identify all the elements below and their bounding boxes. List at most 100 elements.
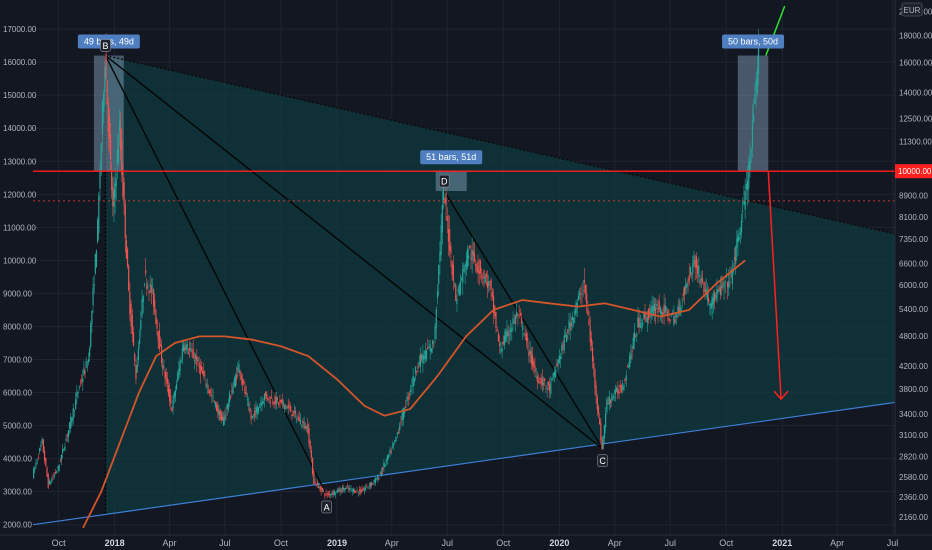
candle-body — [87, 359, 90, 363]
candle-body — [319, 487, 321, 490]
right-tick-label: 14000.00 — [899, 89, 932, 98]
candle-body — [204, 374, 206, 376]
candle-body — [181, 348, 183, 359]
point-label-d: D — [441, 177, 448, 187]
candle-body — [63, 448, 65, 450]
candle-body — [467, 255, 470, 258]
candle-body — [659, 307, 662, 314]
candle-body — [278, 402, 280, 405]
point-marker-bg — [321, 500, 332, 514]
candle-body — [695, 255, 698, 268]
candle-body — [48, 480, 51, 485]
candle-body — [257, 407, 259, 413]
candle-body — [203, 371, 205, 376]
candle-body — [207, 389, 209, 391]
candle-body — [389, 449, 391, 454]
candle-body — [356, 489, 358, 491]
candle-body — [582, 290, 584, 292]
candle-body — [198, 362, 200, 368]
candle-body — [223, 417, 225, 426]
candle-body — [155, 310, 157, 324]
candle-body — [173, 392, 175, 399]
candle-body — [635, 335, 637, 337]
candle-body — [478, 271, 480, 274]
candle-body — [83, 368, 85, 375]
candle-body — [530, 351, 532, 364]
projection-down-arrowhead — [773, 390, 789, 401]
candle-body — [149, 284, 151, 287]
candle-body — [538, 381, 540, 384]
candle-body — [147, 286, 149, 288]
candle-body — [286, 406, 288, 409]
candle-body — [210, 391, 212, 393]
candle-body — [608, 396, 610, 405]
candle-body — [90, 323, 92, 347]
candle-body — [729, 275, 731, 277]
candle-body — [34, 466, 36, 470]
candle-body — [261, 400, 263, 407]
left-tick-label: 6000.00 — [3, 389, 32, 398]
candle-body — [726, 282, 729, 288]
candle-body — [326, 493, 328, 496]
point-marker-bg — [597, 454, 608, 468]
candle-body — [440, 225, 442, 255]
candle-body — [673, 315, 675, 325]
right-axis[interactable]: 2160.00 2360.00 2580.00 2820.00 3100.00 3400.… — [894, 0, 932, 550]
candle-body — [274, 395, 276, 405]
candle-body — [366, 485, 368, 487]
candle-body — [205, 383, 207, 386]
candle-body — [112, 187, 114, 207]
candle-body — [680, 308, 682, 311]
bottom-tick-label: Apr — [830, 538, 844, 548]
candle-body — [216, 403, 218, 411]
bottom-axis[interactable]: Oct 2018 Apr Jul Oct 2019 Apr Jul Oct 2020 Apr Jul O… — [0, 534, 932, 550]
candle-body — [86, 366, 88, 368]
pattern-line-dc — [443, 190, 604, 450]
candle-body — [650, 307, 652, 318]
candle-body — [644, 313, 646, 321]
candle-body — [290, 405, 292, 413]
candle-body — [574, 310, 576, 316]
candle-body — [410, 389, 412, 392]
candle-body — [174, 390, 176, 397]
candle-body — [436, 291, 439, 298]
candle-body — [603, 425, 606, 439]
candle-body — [395, 436, 397, 441]
candle-body — [520, 317, 523, 324]
candle-body — [424, 350, 426, 359]
candle-body — [706, 291, 708, 301]
right-tick-label: 18000.00 — [899, 32, 932, 41]
left-axis[interactable]: 2000.00 3000.00 4000.00 5000.00 6000.00 7000.… — [3, 25, 37, 530]
candle-body — [630, 352, 632, 360]
candle-body — [71, 418, 73, 423]
candle-body — [100, 143, 102, 173]
candle-body — [557, 359, 559, 365]
candle-body — [252, 414, 255, 416]
candle-body — [65, 438, 67, 441]
candle-body — [611, 398, 613, 401]
right-tick-label: 6000.00 — [899, 281, 928, 290]
candle-body — [499, 342, 501, 346]
candle-body — [668, 318, 670, 321]
candle-body — [199, 365, 201, 375]
candle-body — [185, 344, 187, 350]
candle-body — [568, 320, 570, 328]
candle-body — [514, 315, 517, 324]
candle-body — [285, 405, 287, 407]
candle-body — [462, 268, 464, 283]
candle-body — [751, 120, 754, 148]
candle-body — [745, 183, 747, 190]
candle-body — [218, 410, 220, 416]
candle-body — [164, 370, 166, 379]
candle-body — [325, 492, 327, 494]
candle-body — [755, 79, 757, 92]
currency-badge[interactable] — [901, 2, 923, 17]
candle-body — [473, 253, 476, 261]
candle-body — [79, 381, 82, 383]
candle-body — [425, 350, 428, 360]
candle-body — [507, 331, 509, 336]
candle-body — [616, 388, 618, 392]
candle-body — [723, 283, 725, 288]
candle-body — [421, 354, 423, 360]
